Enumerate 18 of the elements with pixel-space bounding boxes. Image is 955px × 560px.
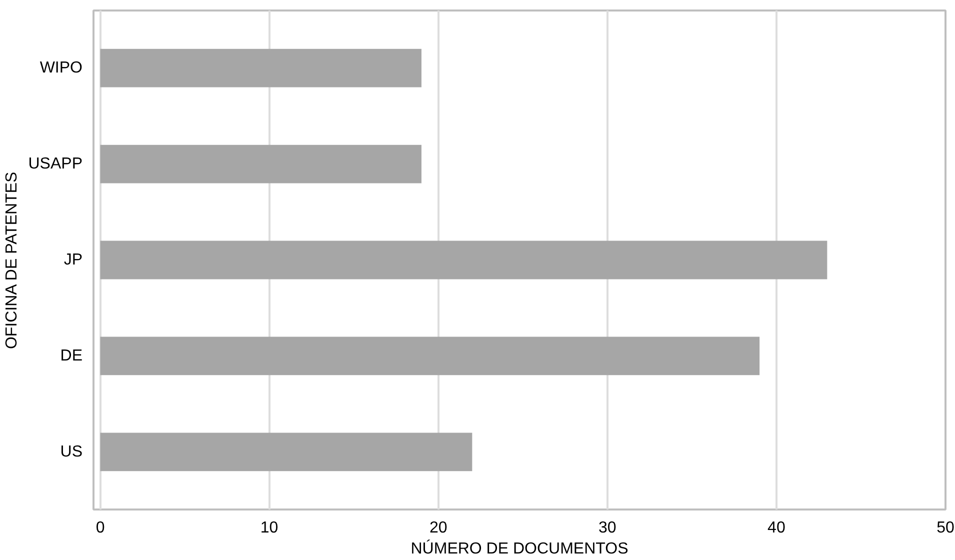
x-tick-label: 0 <box>96 520 105 536</box>
y-tick-label: DE <box>60 347 83 364</box>
bar <box>100 432 472 472</box>
x-tick-label: 10 <box>260 520 278 536</box>
bar <box>100 48 422 88</box>
bar <box>100 240 828 280</box>
x-tick-label: 50 <box>936 520 954 536</box>
y-tick-label: WIPO <box>40 60 83 77</box>
y-tick-label: JP <box>64 252 82 268</box>
x-tick-label: 30 <box>598 520 616 536</box>
bar <box>100 336 760 376</box>
x-axis-title: NÚMERO DE DOCUMENTOS <box>410 540 628 558</box>
x-tick-label: 20 <box>429 520 448 536</box>
y-tick-label: US <box>60 443 83 460</box>
y-axis-title: OFICINA DE PATENTES <box>3 172 20 350</box>
y-tick-label: USAPP <box>28 156 83 173</box>
x-tick-label: 40 <box>768 520 786 536</box>
bar <box>100 144 422 184</box>
